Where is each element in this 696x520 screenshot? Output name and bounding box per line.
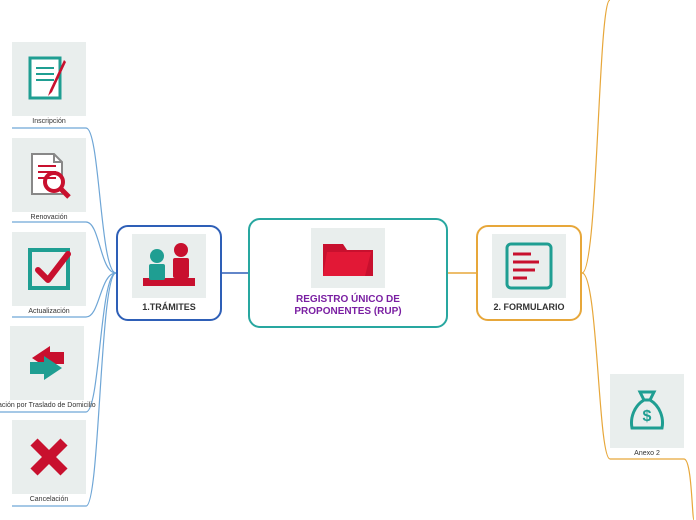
leaf-label: Inscripción (32, 118, 65, 125)
swap-arrows-icon (10, 326, 84, 400)
leaf-label: Cancelación (30, 496, 69, 503)
leaf-label: Anexo 2 (634, 450, 660, 457)
edge-form-up (582, 0, 610, 273)
x-mark-icon (12, 420, 86, 494)
leaf-label: ación por Traslado de Domicilio (0, 402, 96, 409)
tramites-label: 1.TRÁMITES (142, 302, 196, 312)
leaf-label: Actualización (28, 308, 69, 315)
leaf-renovacion[interactable]: Renovación (12, 138, 86, 221)
leaf-label: Renovación (31, 214, 68, 221)
tramites-node[interactable]: 1.TRÁMITES (116, 225, 222, 321)
formulario-node[interactable]: 2. FORMULARIO (476, 225, 582, 321)
leaf-anexo2[interactable]: $ Anexo 2 (610, 374, 684, 457)
formulario-label: 2. FORMULARIO (494, 302, 565, 312)
center-title: REGISTRO ÚNICO DE PROPONENTES (RUP) (294, 294, 401, 318)
folder-icon (311, 228, 385, 288)
svg-text:$: $ (643, 408, 652, 425)
people-icon (132, 234, 206, 298)
leaf-traslado[interactable]: ación por Traslado de Domicilio (0, 326, 96, 409)
doc-pencil-icon (12, 42, 86, 116)
leaf-cancelacion[interactable]: Cancelación (12, 420, 86, 503)
doc-search-icon (12, 138, 86, 212)
form-icon (492, 234, 566, 298)
edge-form-down (684, 459, 694, 520)
leaf-inscripcion[interactable]: Inscripción (12, 42, 86, 125)
center-node[interactable]: REGISTRO ÚNICO DE PROPONENTES (RUP) (248, 218, 448, 328)
money-bag-icon: $ (610, 374, 684, 448)
check-box-icon (12, 232, 86, 306)
leaf-actualizacion[interactable]: Actualización (12, 232, 86, 315)
